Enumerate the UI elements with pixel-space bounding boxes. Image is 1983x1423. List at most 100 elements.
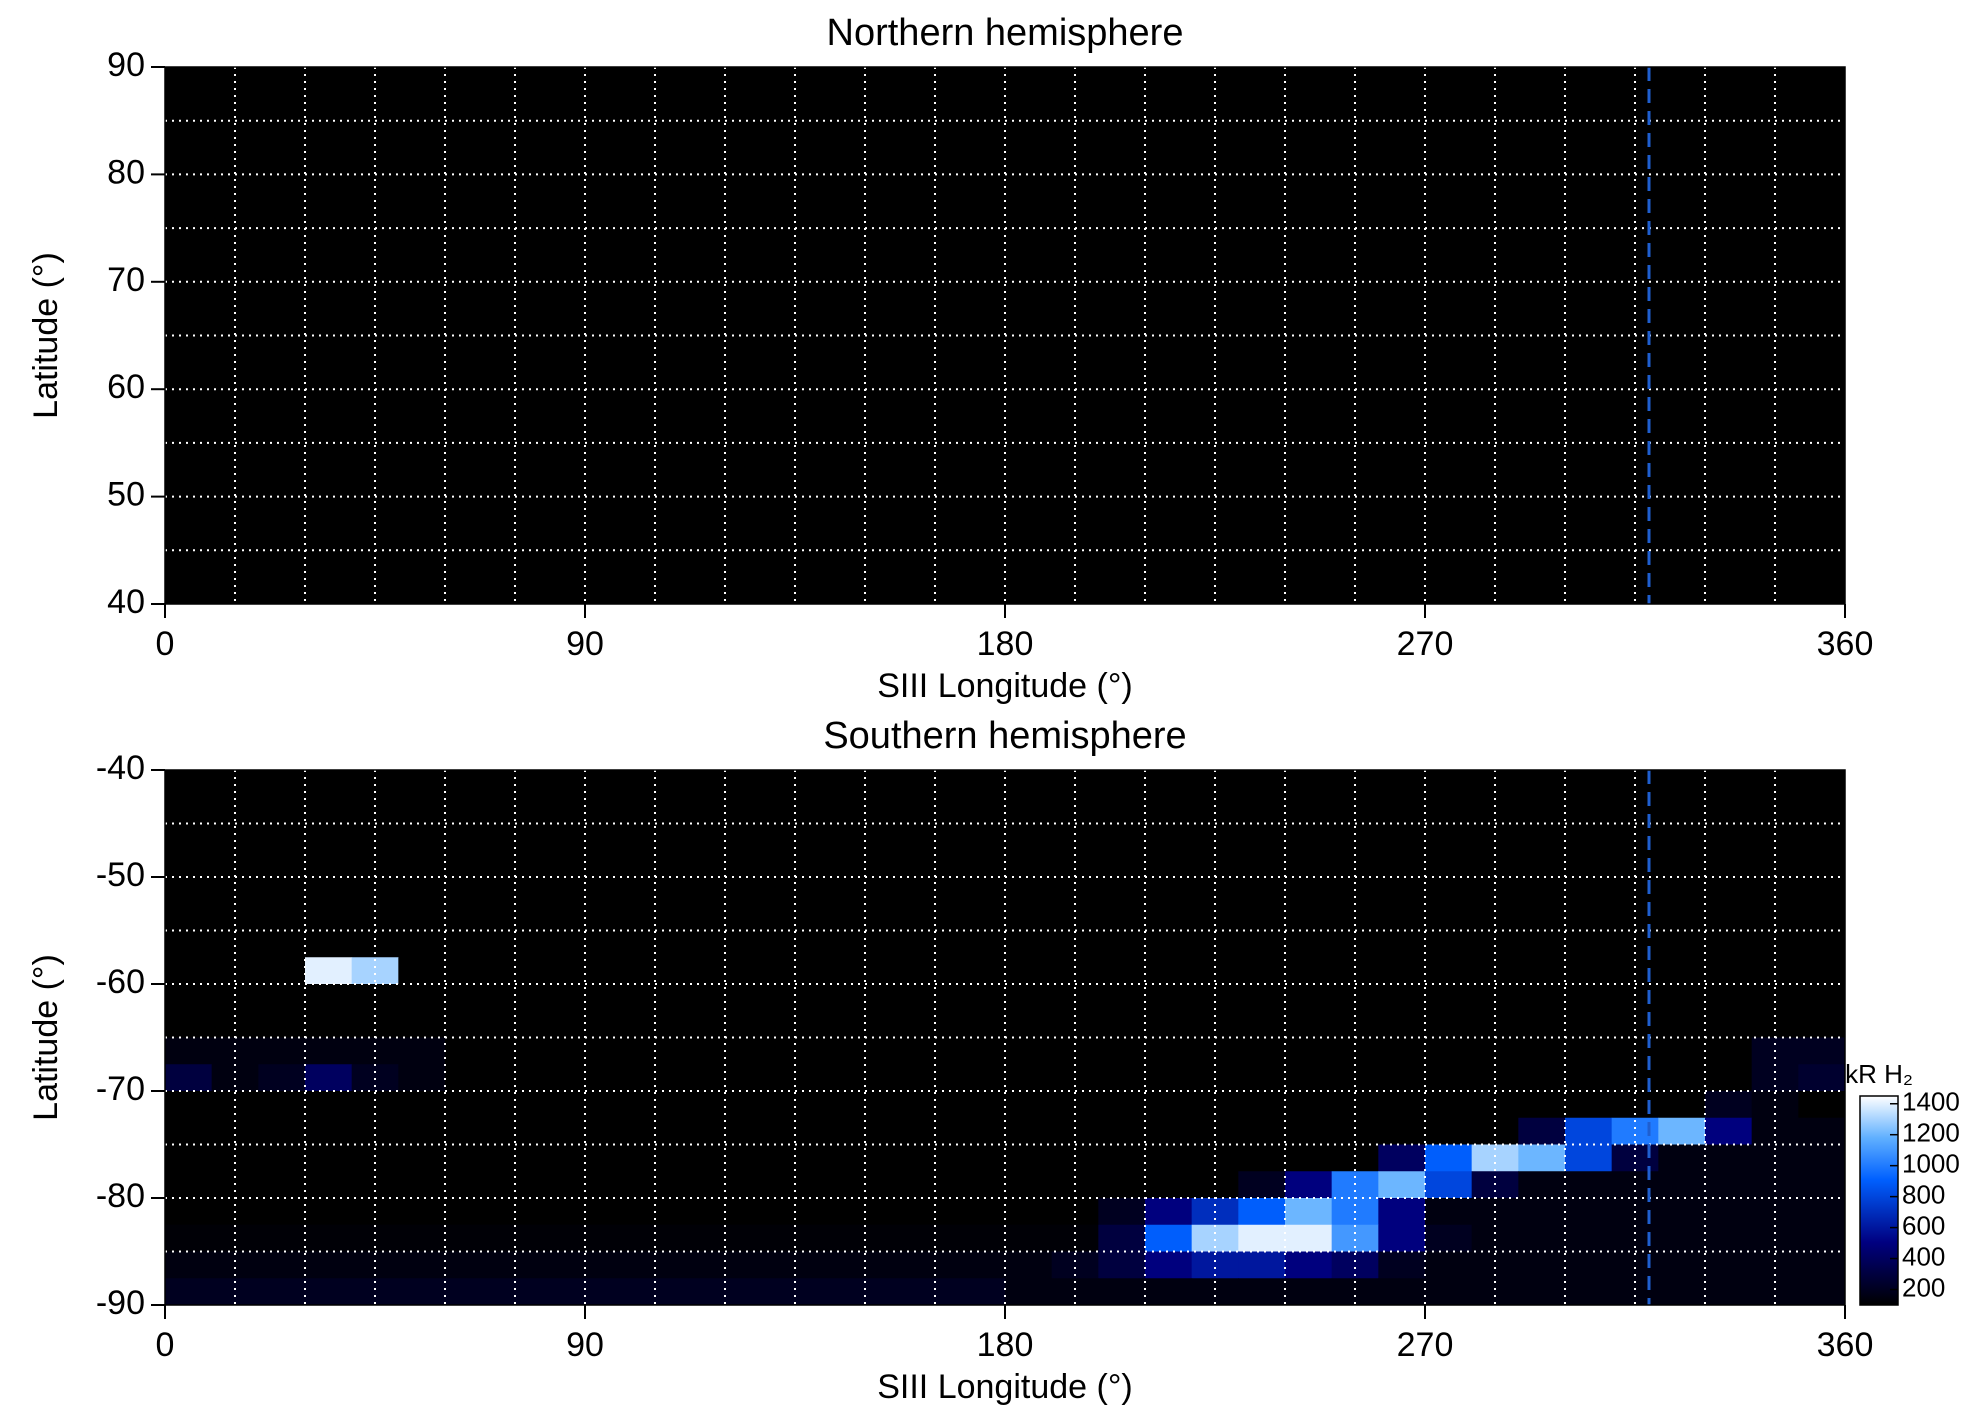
heatmap-cell xyxy=(165,1171,213,1199)
heatmap-cell xyxy=(865,1144,913,1172)
heatmap-cell xyxy=(398,1144,446,1172)
heatmap-cell xyxy=(305,1144,353,1172)
heatmap-cell xyxy=(1611,1064,1659,1092)
heatmap-cell xyxy=(1005,984,1053,1012)
heatmap-cell xyxy=(1565,1251,1613,1279)
heatmap-cell xyxy=(398,1010,446,1038)
heatmap-cell xyxy=(678,1117,726,1145)
y-axis-title: Latitude (°) xyxy=(27,954,65,1121)
x-tick-label: 360 xyxy=(1817,1326,1874,1364)
y-tick-label: -90 xyxy=(96,1284,145,1322)
heatmap-cell xyxy=(865,1224,913,1252)
heatmap-cell xyxy=(771,1117,819,1145)
colorbar-tick-label: 1000 xyxy=(1902,1149,1960,1179)
heatmap-cell xyxy=(445,1064,493,1092)
heatmap-cell xyxy=(258,1224,306,1252)
y-tick-label: 40 xyxy=(107,583,145,621)
heatmap-cell xyxy=(1425,957,1473,985)
heatmap-cell xyxy=(1145,1117,1193,1145)
heatmap-cell xyxy=(1145,1198,1193,1226)
y-axis-title: Latitude (°) xyxy=(27,252,65,419)
heatmap-cell xyxy=(445,1010,493,1038)
heatmap-cell xyxy=(538,1144,586,1172)
heatmap-cell xyxy=(958,1091,1006,1119)
heatmap-cell xyxy=(1705,1064,1753,1092)
heatmap-cell xyxy=(818,1171,866,1199)
heatmap-cell xyxy=(818,1278,866,1306)
heatmap-cell xyxy=(1378,1171,1426,1199)
heatmap-cell xyxy=(1378,1224,1426,1252)
heatmap-cell xyxy=(958,1224,1006,1252)
heatmap-cell xyxy=(165,957,213,985)
heatmap-cell xyxy=(445,984,493,1012)
x-tick-label: 180 xyxy=(977,1326,1034,1364)
heatmap-cell xyxy=(1798,1144,1846,1172)
heatmap-cell xyxy=(1191,957,1239,985)
heatmap-cell xyxy=(1705,1171,1753,1199)
heatmap-cell xyxy=(865,1117,913,1145)
heatmap-cell xyxy=(491,1064,539,1092)
heatmap-cell xyxy=(725,1198,773,1226)
chart-title: Southern hemisphere xyxy=(823,715,1186,757)
colorbar-tick-label: 1400 xyxy=(1902,1087,1960,1117)
colorbar-tick-label: 200 xyxy=(1902,1272,1945,1302)
heatmap-cell xyxy=(398,984,446,1012)
heatmap-cell xyxy=(1378,1251,1426,1279)
heatmap-cell xyxy=(958,1064,1006,1092)
heatmap-cell xyxy=(1658,1278,1706,1306)
heatmap-cell xyxy=(1285,1144,1333,1172)
heatmap-cell xyxy=(585,984,633,1012)
heatmap-cell xyxy=(1518,1224,1566,1252)
heatmap-cell xyxy=(725,1117,773,1145)
heatmap-cell xyxy=(305,1198,353,1226)
heatmap-cell xyxy=(1705,1117,1753,1145)
heatmap-cell xyxy=(1191,1064,1239,1092)
colorbar-title: kR H₂ xyxy=(1845,1059,1913,1089)
heatmap-cell xyxy=(491,1117,539,1145)
heatmap-cell xyxy=(958,1144,1006,1172)
heatmap-cell xyxy=(445,1198,493,1226)
heatmap-cell xyxy=(1658,1010,1706,1038)
heatmap-cell xyxy=(1518,984,1566,1012)
heatmap-cell xyxy=(1518,1037,1566,1065)
heatmap-cell xyxy=(1658,1037,1706,1065)
heatmap-cell xyxy=(1378,1117,1426,1145)
heatmap-cell xyxy=(725,957,773,985)
heatmap-cell xyxy=(1051,957,1099,985)
heatmap-cell xyxy=(865,1198,913,1226)
heatmap-cell xyxy=(585,1117,633,1145)
heatmap-cell xyxy=(1425,1171,1473,1199)
heatmap-cell xyxy=(1051,1064,1099,1092)
heatmap-cell xyxy=(1098,1251,1146,1279)
heatmap-cell xyxy=(398,957,446,985)
heatmap-cell xyxy=(1565,1224,1613,1252)
heatmap-cell xyxy=(631,1117,679,1145)
heatmap-cell xyxy=(258,1251,306,1279)
heatmap-cell xyxy=(538,984,586,1012)
heatmap-cell xyxy=(165,1117,213,1145)
heatmap-cell xyxy=(725,1037,773,1065)
heatmap-cell xyxy=(678,1198,726,1226)
heatmap-cell xyxy=(1285,957,1333,985)
heatmap-cell xyxy=(678,1278,726,1306)
heatmap-cell xyxy=(1658,1091,1706,1119)
heatmap-cell xyxy=(1098,1091,1146,1119)
heatmap-cell xyxy=(1238,957,1286,985)
heatmap-cell xyxy=(351,957,399,985)
heatmap-cell xyxy=(305,1251,353,1279)
heatmap-cell xyxy=(445,1224,493,1252)
heatmap-cell xyxy=(1425,1278,1473,1306)
heatmap-cell xyxy=(725,1064,773,1092)
heatmap-cell xyxy=(1098,1224,1146,1252)
heatmap-cell xyxy=(1238,1198,1286,1226)
heatmap-cell xyxy=(818,1198,866,1226)
heatmap-cell xyxy=(1005,1198,1053,1226)
heatmap-cell xyxy=(1191,1010,1239,1038)
y-tick-label: -40 xyxy=(96,749,145,787)
heatmap-cell xyxy=(1098,1171,1146,1199)
heatmap-cell xyxy=(1331,957,1379,985)
heatmap-cell xyxy=(1705,1224,1753,1252)
heatmap-cell xyxy=(258,1117,306,1145)
heatmap-cell xyxy=(1005,1144,1053,1172)
